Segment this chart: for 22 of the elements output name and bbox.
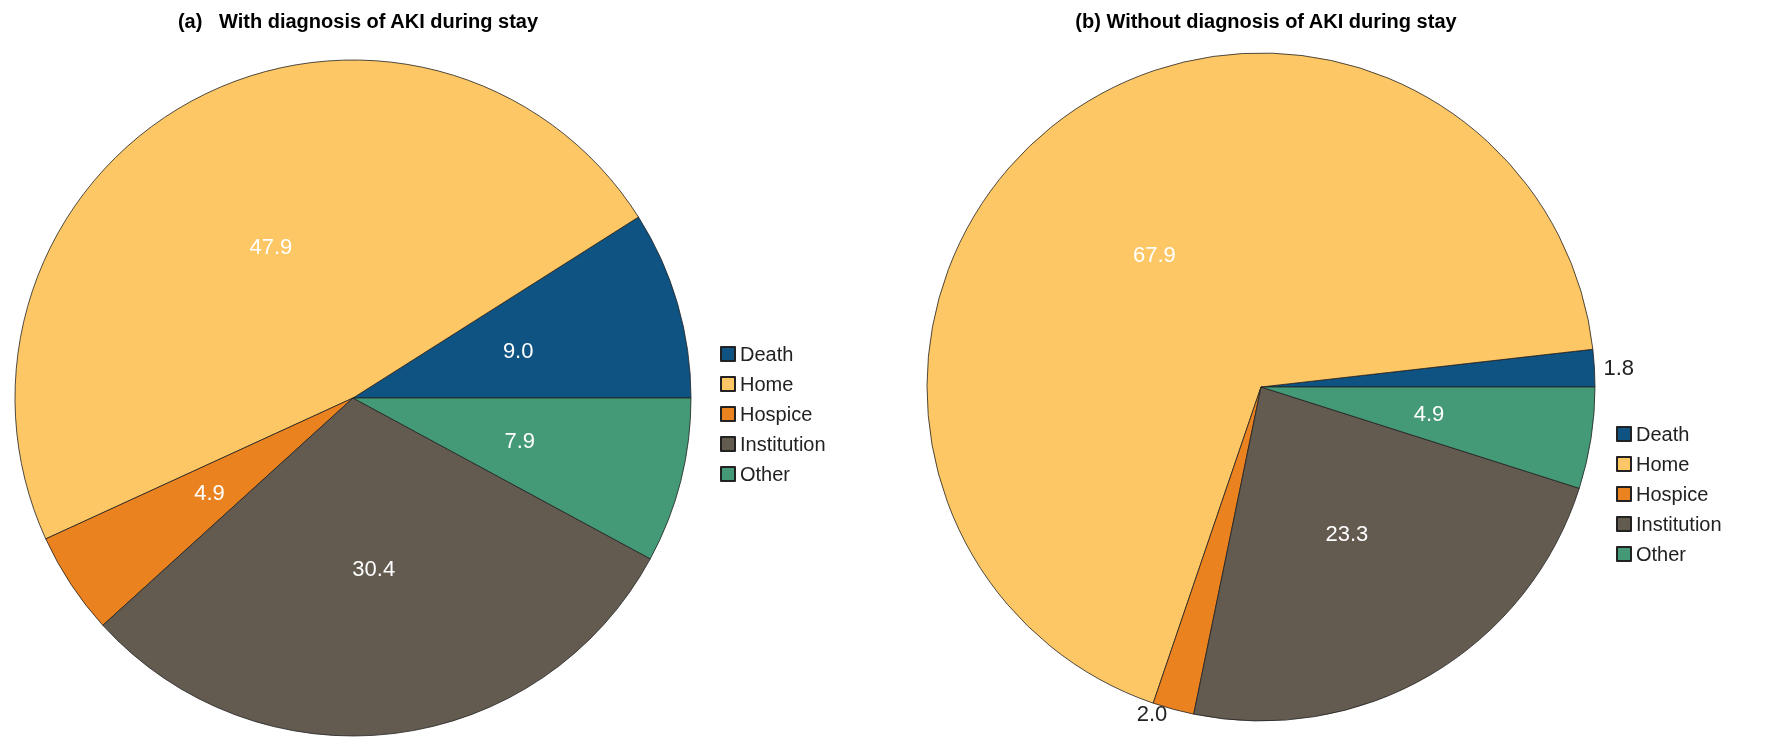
legend-label: Hospice xyxy=(740,403,813,425)
chart-title: (a) With diagnosis of AKI during stay xyxy=(177,10,539,32)
legend-label: Home xyxy=(740,373,794,395)
data-label: 67.9 xyxy=(1133,242,1176,268)
data-label: 4.9 xyxy=(194,480,225,506)
legend-label: Other xyxy=(740,463,791,485)
legend-label: Death xyxy=(740,343,794,365)
data-label: 47.9 xyxy=(249,234,293,260)
legend-label: Other xyxy=(1636,543,1687,565)
data-label: 4.9 xyxy=(1413,400,1445,426)
legend-label: Hospice xyxy=(1636,483,1709,505)
data-label: 2.0 xyxy=(1136,700,1168,726)
chart-title: (b) Without diagnosis of AKI during stay xyxy=(1075,10,1458,32)
legend-label: Home xyxy=(1636,453,1690,475)
data-label: 7.9 xyxy=(504,427,536,453)
data-label: 30.4 xyxy=(352,556,396,582)
legend-label: Institution xyxy=(1636,513,1722,535)
data-label: 1.8 xyxy=(1603,355,1635,381)
legend-label: Institution xyxy=(740,433,826,455)
data-label: 23.3 xyxy=(1325,521,1369,547)
legend-label: Death xyxy=(1636,423,1690,445)
data-label: 9.0 xyxy=(502,337,534,363)
